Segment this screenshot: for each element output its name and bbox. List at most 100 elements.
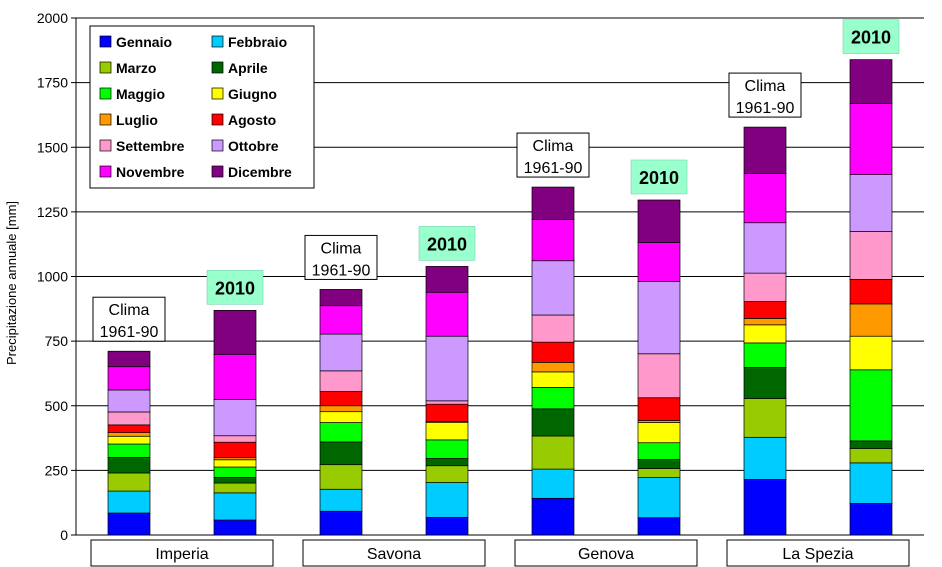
bar-segment-gennaio: [425, 517, 469, 536]
clima-label-line1: Clima: [321, 240, 362, 257]
bar-segment-aprile: [743, 367, 787, 399]
bar-segment-ottobre: [849, 174, 893, 232]
bar-segment-dicembre: [425, 266, 469, 293]
legend-box: [89, 25, 315, 189]
region-label: Genova: [578, 546, 634, 563]
year-label-box: [418, 226, 476, 261]
legend-label-maggio: Maggio: [116, 86, 165, 102]
bar-segment-aprile: [849, 440, 893, 450]
bar-segment-febbraio: [425, 482, 469, 518]
y-tick-label: 250: [45, 462, 69, 478]
region-label-box: [514, 539, 698, 567]
bar-labels-layer: Clima 1961-90 2010 Clima 1961-90 2010 Clima 196…: [92, 19, 900, 342]
legend-label-giugno: Giugno: [228, 86, 277, 102]
legend-swatch-giugno: [211, 87, 224, 100]
legend-label-marzo: Marzo: [116, 60, 156, 76]
legend-label-settembre: Settembre: [116, 138, 185, 154]
bar-segment-aprile: [107, 457, 151, 474]
bar-segment-marzo: [849, 448, 893, 464]
bar-segment-novembre: [849, 103, 893, 176]
bar-segment-dicembre: [637, 199, 681, 243]
region-label-box: [302, 539, 486, 567]
legend-swatch-aprile: [211, 61, 224, 74]
bars-layer: [107, 59, 893, 536]
y-axis-title: Precipitazione annuale [mm]: [4, 201, 19, 365]
bar-segment-luglio: [319, 405, 363, 413]
y-tick-label: 1250: [37, 204, 68, 220]
bar-segment-ottobre: [107, 389, 151, 413]
region-label: La Spezia: [782, 546, 853, 563]
bar-segment-marzo: [637, 468, 681, 478]
bar-segment-marzo: [743, 398, 787, 438]
y-tick-label: 0: [60, 527, 68, 543]
bar-segment-ottobre: [319, 333, 363, 372]
bar-segment-novembre: [107, 366, 151, 391]
bar-segment-maggio: [319, 422, 363, 443]
bar-segment-febbraio: [107, 490, 151, 514]
legend-label-agosto: Agosto: [228, 112, 276, 128]
clima-label-box: [516, 132, 590, 178]
region-label-box: [726, 539, 910, 567]
bar-segment-dicembre: [107, 350, 151, 368]
bar-segment-agosto: [319, 391, 363, 407]
legend-swatch-ottobre: [211, 139, 224, 152]
bar-segment-gennaio: [849, 503, 893, 536]
bar-segment-settembre: [107, 411, 151, 426]
year-label-box: [630, 159, 688, 195]
bar-segment-ottobre: [743, 222, 787, 274]
bar-segment-aprile: [319, 441, 363, 466]
clima-label-line2: 1961-90: [736, 100, 795, 117]
bar-segment-marzo: [425, 465, 469, 483]
bar-segment-aprile: [637, 459, 681, 469]
legend: Gennaio Febbraio Marzo Aprile Maggio Giugno Lu…: [89, 25, 315, 189]
bar-segment-aprile: [213, 477, 257, 484]
year-label: 2010: [851, 28, 891, 48]
y-tick-label: 500: [45, 398, 69, 414]
legend-label-febbraio: Febbraio: [228, 34, 287, 50]
y-tick-label: 1500: [37, 139, 68, 155]
bar-segment-novembre: [743, 173, 787, 224]
bar-segment-luglio: [849, 303, 893, 337]
bar-segment-dicembre: [531, 186, 575, 220]
bar-segment-maggio: [531, 387, 575, 410]
bar-segment-novembre: [425, 291, 469, 337]
bar-segment-giugno: [107, 435, 151, 445]
bar-segment-settembre: [743, 272, 787, 302]
bar-segment-febbraio: [319, 488, 363, 512]
legend-swatch-febbraio: [211, 35, 224, 48]
bar-segment-luglio: [531, 361, 575, 373]
bar-segment-giugno: [849, 335, 893, 371]
clima-label-box: [304, 234, 378, 280]
bar-segment-giugno: [213, 459, 257, 468]
bar-segment-dicembre: [849, 59, 893, 104]
clima-label-line1: Clima: [109, 302, 150, 319]
bar-segment-novembre: [637, 242, 681, 282]
bar-segment-dicembre: [743, 126, 787, 174]
bar-segment-ottobre: [637, 281, 681, 355]
legend-label-dicembre: Dicembre: [228, 164, 292, 180]
bar-segment-agosto: [849, 278, 893, 305]
bar-segment-maggio: [637, 442, 681, 460]
clima-label-line2: 1961-90: [100, 324, 159, 341]
bar-segment-marzo: [319, 464, 363, 490]
clima-label-line1: Clima: [745, 78, 786, 95]
legend-label-ottobre: Ottobre: [228, 138, 279, 154]
bar-segment-gennaio: [743, 479, 787, 536]
region-label-box: [90, 539, 274, 567]
bar-segment-settembre: [637, 353, 681, 399]
bar-segment-dicembre: [213, 310, 257, 355]
legend-swatch-maggio: [99, 87, 112, 100]
legend-label-luglio: Luglio: [116, 112, 158, 128]
bar-segment-settembre: [425, 400, 469, 405]
year-label: 2010: [427, 234, 467, 254]
bar-segment-febbraio: [531, 468, 575, 499]
bar-segment-aprile: [531, 408, 575, 437]
clima-label-line2: 1961-90: [312, 262, 371, 279]
bar-segment-ottobre: [213, 399, 257, 437]
clima-label-line2: 1961-90: [524, 160, 583, 177]
bar-segment-novembre: [531, 219, 575, 262]
clima-label-line1: Clima: [533, 138, 574, 155]
bar-segment-ottobre: [531, 260, 575, 316]
bar-segment-novembre: [319, 305, 363, 335]
clima-label-box: [92, 296, 166, 342]
